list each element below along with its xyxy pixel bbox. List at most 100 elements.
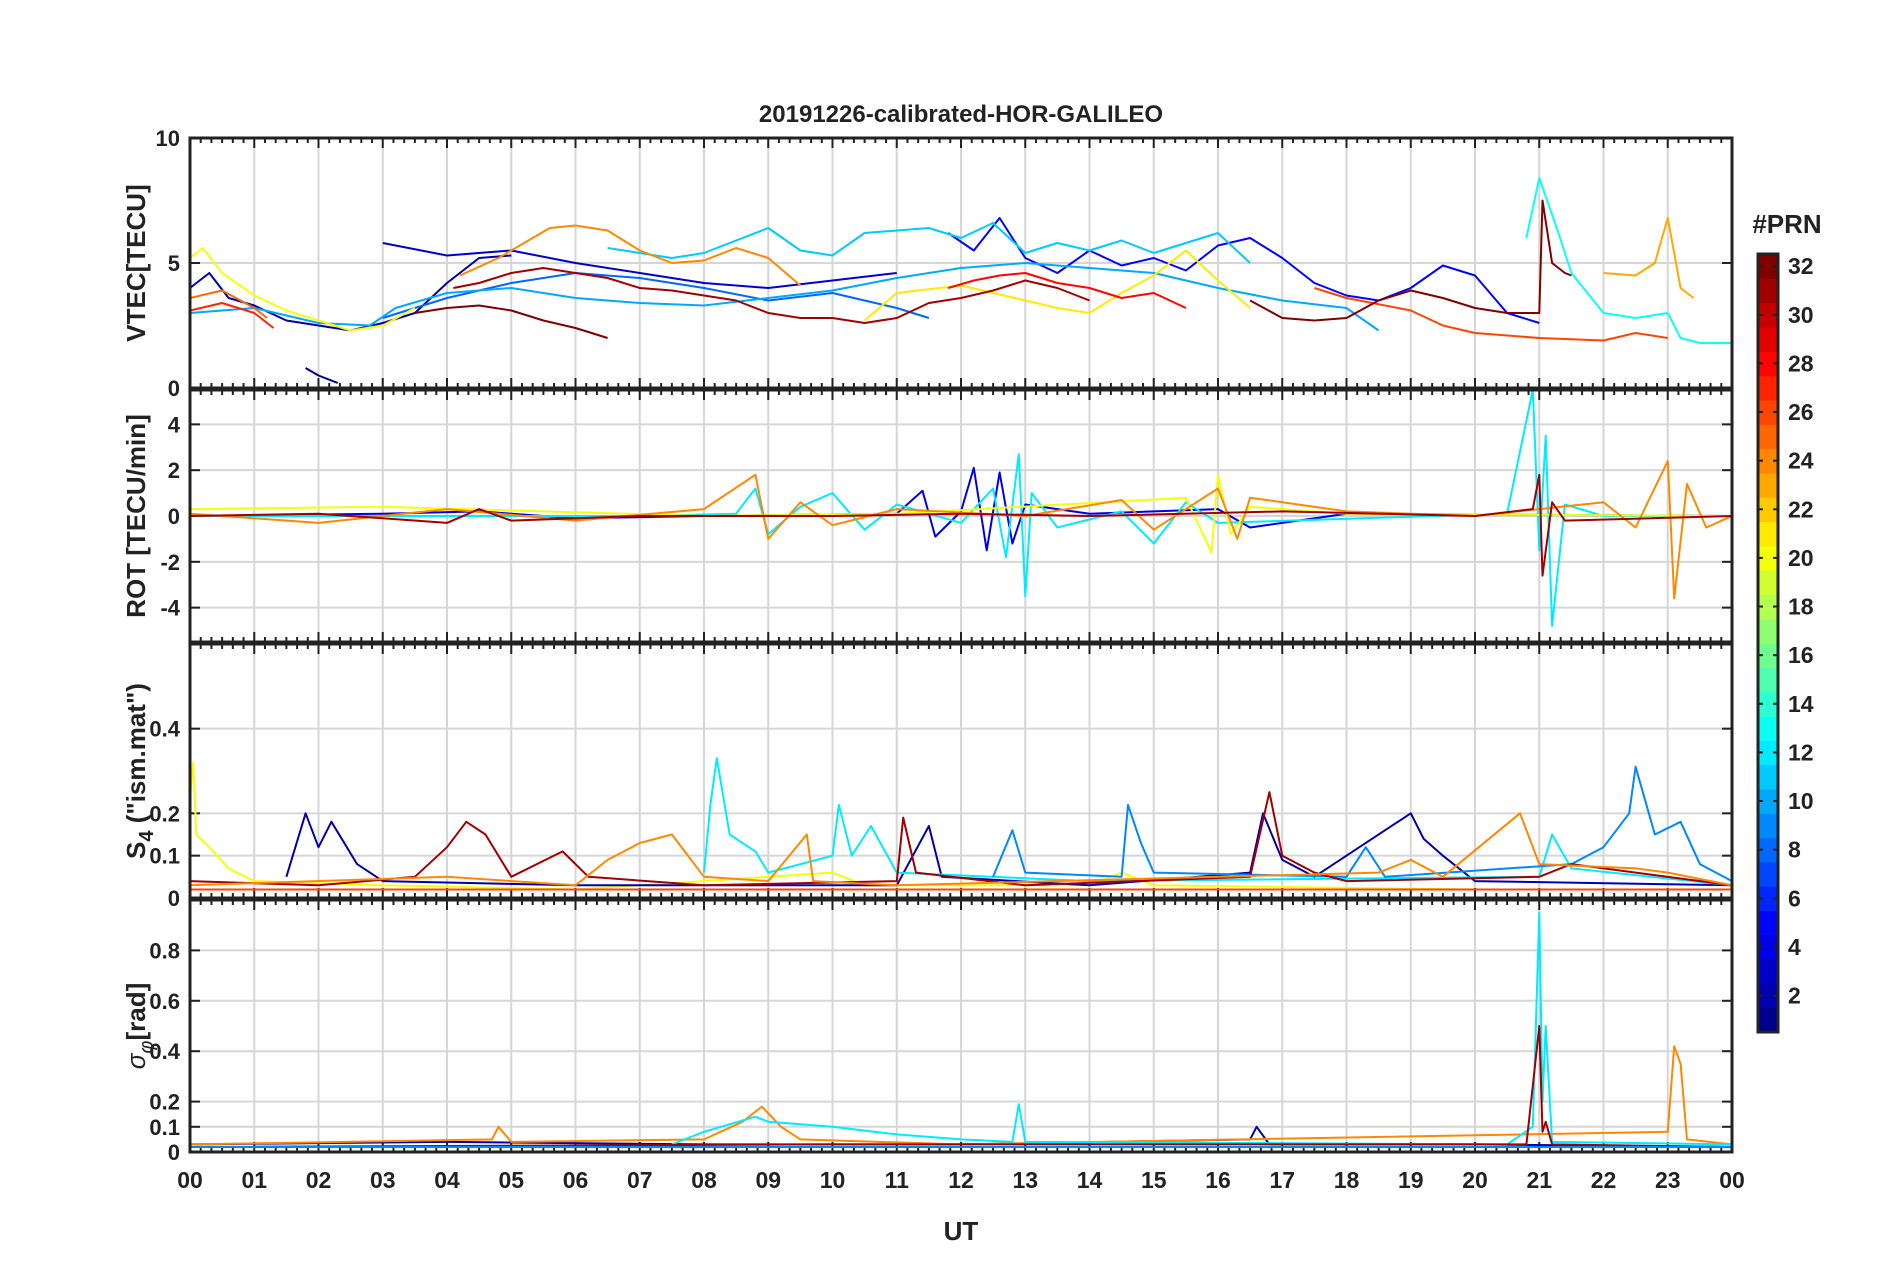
series-prn-31 [190, 791, 1732, 887]
y-tick-label: 0 [168, 886, 180, 911]
y-tick-label: 0.2 [149, 1090, 180, 1115]
series-prn-2 [285, 812, 1732, 887]
series-prn-1 [305, 367, 339, 384]
colorbar-tick-label: 20 [1788, 545, 1814, 571]
x-tick-label: 12 [948, 1167, 974, 1193]
y-tick-label: 0.1 [149, 1115, 180, 1140]
y-tick-label: -2 [160, 550, 180, 575]
colorbar-segment [1758, 472, 1778, 498]
series-group [190, 757, 1732, 891]
colorbar-frame [1756, 252, 1780, 1034]
series-prn-24 [190, 460, 1732, 600]
axes-frame [188, 642, 1734, 900]
series-prn-31 [190, 473, 1732, 577]
colorbar-segment [1758, 934, 1778, 960]
series-prn-20 [190, 247, 416, 332]
colorbar-tick-label: 32 [1788, 253, 1814, 279]
colorbar-segment [1758, 594, 1778, 620]
colorbar-segment [1758, 326, 1778, 352]
panel-s4: 0 0.1 0.2 0.4S4 ("ism.mat") [121, 642, 1734, 911]
series-prn-25 [190, 289, 268, 319]
series-prn-20 [190, 473, 1732, 554]
colorbar-tick-label: 22 [1788, 496, 1814, 522]
series-group [190, 390, 1732, 627]
panel-rot: -4 -2 0 2 4 ROT [TECU/min] [121, 388, 1734, 644]
colorbar-segment [1758, 351, 1778, 377]
colorbar-segment [1758, 254, 1778, 279]
x-tick-label: 05 [498, 1167, 524, 1193]
colorbar-tick-label: 24 [1788, 448, 1814, 474]
series-prn-12 [703, 757, 1732, 887]
series-prn-24 [459, 224, 802, 287]
series-prn-31 [453, 267, 1090, 324]
x-tick-label: 08 [691, 1167, 717, 1193]
y-axis-label: σφ[rad] [121, 983, 158, 1070]
series-prn-10 [190, 262, 1380, 332]
colorbar-tick-label: 10 [1788, 788, 1814, 814]
x-tick-label: 01 [241, 1167, 267, 1193]
series-prn-24 [190, 1045, 1732, 1146]
y-tick-label: 0.8 [149, 938, 180, 963]
colorbar-tick-label: 16 [1788, 642, 1814, 668]
colorbar-segment [1758, 643, 1778, 668]
x-tick-label: 18 [1334, 1167, 1360, 1193]
x-tick-label: 21 [1526, 1167, 1552, 1193]
y-tick-label: 0 [168, 504, 180, 529]
colorbar-segment [1758, 813, 1778, 839]
series-group [190, 177, 1732, 384]
y-axis-label: ROT [TECU/min] [121, 414, 151, 618]
series-prn-2 [190, 254, 512, 332]
x-tick-label: 06 [563, 1167, 589, 1193]
x-tick-label: 13 [1012, 1167, 1038, 1193]
panel-sigma: 00.10.2 0.4 0.6 0.8 σφ[rad] [121, 898, 1734, 1165]
series-prn-5 [947, 217, 1540, 324]
colorbar-tick-label: 2 [1788, 983, 1801, 1009]
series-prn-28 [947, 272, 1187, 309]
y-tick-label: 10 [156, 126, 180, 151]
colorbar-tick-label: 12 [1788, 739, 1814, 765]
colorbar-segment [1758, 278, 1778, 304]
x-tick-label: 00 [177, 1167, 203, 1193]
y-tick-label: 0.1 [149, 844, 180, 869]
x-tick-label: 22 [1591, 1167, 1617, 1193]
y-tick-label: 0.4 [149, 717, 180, 742]
colorbar-segment [1758, 302, 1778, 328]
series-prn-32 [414, 304, 608, 339]
y-tick-label: 0.4 [149, 1039, 180, 1064]
x-tick-label: 15 [1141, 1167, 1167, 1193]
x-tick-label: 00 [1719, 1167, 1745, 1193]
colorbar-tick-label: 4 [1788, 934, 1801, 960]
colorbar-segment [1758, 788, 1778, 814]
colorbar-segment [1758, 375, 1778, 401]
colorbar-segment [1758, 691, 1778, 717]
colorbar-segment [1758, 959, 1778, 984]
colorbar-segment [1758, 740, 1778, 766]
axes-frame [188, 136, 1734, 390]
colorbar-tick-label: 30 [1788, 302, 1814, 328]
colorbar-tick-label: 18 [1788, 594, 1814, 620]
axes-frame [188, 898, 1734, 1154]
colorbar-label: #PRN [1752, 209, 1821, 239]
colorbar-segment [1758, 667, 1778, 693]
x-tick-label: 23 [1655, 1167, 1681, 1193]
series-prn-23 [1603, 217, 1695, 299]
y-tick-label: 0 [168, 376, 180, 401]
x-tick-label: 02 [306, 1167, 332, 1193]
y-tick-label: 5 [168, 251, 180, 276]
x-tick-label: 19 [1398, 1167, 1424, 1193]
colorbar-segment [1758, 521, 1778, 547]
y-tick-label: 4 [168, 412, 181, 437]
colorbar-segment [1758, 715, 1778, 741]
colorbar-segment [1758, 764, 1778, 790]
y-tick-label: -4 [160, 596, 180, 621]
colorbar-tick-label: 26 [1788, 399, 1814, 425]
y-tick-label: 2 [168, 458, 180, 483]
y-axis-label: VTEC[TECU] [121, 184, 151, 341]
colorbar-segment [1758, 497, 1778, 523]
x-tick-label: 07 [627, 1167, 653, 1193]
x-tick-label: 11 [885, 1167, 910, 1193]
colorbar-segment [1758, 399, 1778, 425]
series-prn-13 [1525, 177, 1732, 344]
